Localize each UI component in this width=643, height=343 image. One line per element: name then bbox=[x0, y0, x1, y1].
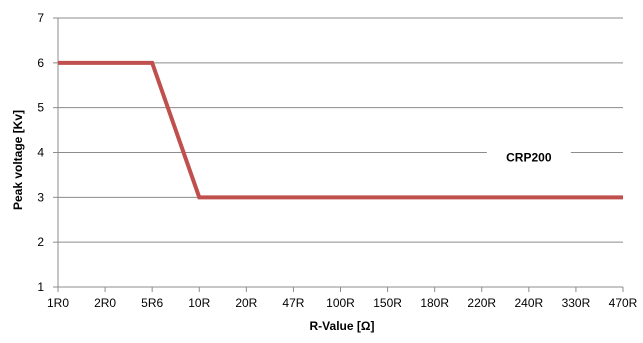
x-tick-label: 10R bbox=[188, 296, 210, 310]
y-tick-label: 6 bbox=[37, 56, 44, 70]
annotations: CRP200 bbox=[486, 146, 571, 169]
y-tick-label: 1 bbox=[37, 280, 44, 294]
x-axis-title: R-Value [Ω] bbox=[310, 319, 375, 333]
x-tick-label: 150R bbox=[373, 296, 402, 310]
y-axis-ticks: 1 2 3 4 5 6 7 bbox=[37, 11, 58, 294]
x-tick-label: 330R bbox=[562, 296, 591, 310]
x-tick-label: 180R bbox=[420, 296, 449, 310]
x-tick-label: 470R bbox=[609, 296, 638, 310]
x-tick-label: 1R0 bbox=[47, 296, 69, 310]
y-tick-label: 4 bbox=[37, 146, 44, 160]
y-axis-title: Peak voltage [Kv] bbox=[11, 110, 25, 210]
series bbox=[58, 60, 623, 200]
x-tick-label: 240R bbox=[514, 296, 543, 310]
y-tick-label: 5 bbox=[37, 101, 44, 115]
y-tick-label: 7 bbox=[37, 11, 44, 25]
series-annotation-label: CRP200 bbox=[506, 150, 552, 164]
x-tick-label: 47R bbox=[282, 296, 304, 310]
x-tick-label: 5R6 bbox=[141, 296, 163, 310]
x-axis-ticks: 1R0 2R0 5R6 10R 20R 47R 100R 150R 180R 220R 240R 33… bbox=[47, 287, 638, 310]
x-tick-label: 100R bbox=[326, 296, 355, 310]
y-tick-label: 2 bbox=[37, 235, 44, 249]
annotation-background bbox=[486, 146, 571, 169]
x-tick-label: 20R bbox=[235, 296, 257, 310]
x-tick-label: 2R0 bbox=[94, 296, 116, 310]
gridlines bbox=[58, 17, 623, 243]
y-tick-label: 3 bbox=[37, 190, 44, 204]
x-tick-label: 220R bbox=[467, 296, 496, 310]
series-line bbox=[58, 60, 623, 200]
